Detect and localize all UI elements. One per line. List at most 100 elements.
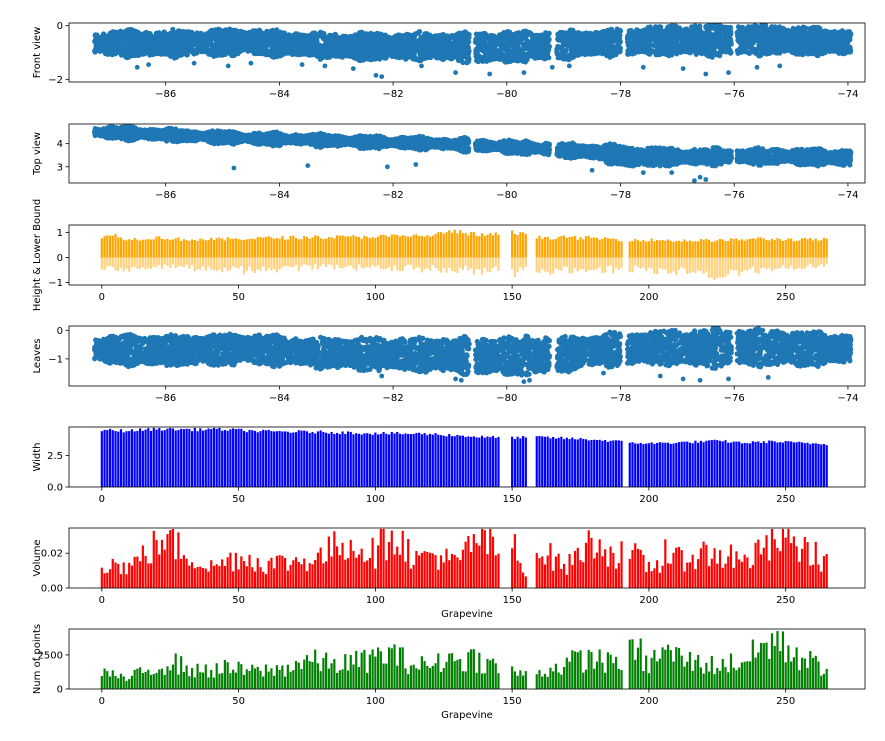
scatter-point	[587, 43, 594, 49]
scatter-point	[403, 48, 409, 54]
scatter-point	[526, 53, 532, 59]
scatter-point	[222, 51, 228, 57]
scatter-point	[590, 46, 597, 52]
scatter-point	[330, 42, 336, 49]
scatter-point	[223, 46, 229, 52]
scatter-point	[736, 47, 742, 54]
scatter-point	[671, 27, 678, 34]
scatter-point	[588, 32, 595, 39]
scatter-point	[711, 38, 717, 44]
scatter-point	[505, 44, 511, 51]
scatter-point	[416, 58, 422, 64]
scatter-point	[760, 27, 766, 33]
scatter-point	[542, 43, 549, 49]
scatter-point	[359, 29, 365, 35]
scatter-point	[514, 37, 520, 43]
scatter-point	[520, 36, 526, 42]
scatter-point	[615, 42, 622, 48]
scatter-point	[433, 43, 439, 49]
scatter-point	[769, 24, 775, 30]
scatter-point	[786, 29, 793, 35]
scatter-point	[801, 35, 807, 41]
scatter-point	[681, 42, 687, 48]
scatter-point	[745, 24, 751, 30]
scatter-point	[674, 44, 681, 50]
scatter-point	[779, 38, 785, 44]
scatter-point	[609, 53, 615, 59]
scatter-point	[177, 42, 183, 49]
scatter-point	[701, 34, 707, 40]
scatter-point	[462, 29, 468, 35]
scatter-point	[510, 41, 516, 48]
scatter-point	[309, 52, 315, 58]
scatter-point	[200, 43, 206, 49]
scatter-point	[232, 27, 239, 33]
scatter-point	[684, 29, 690, 36]
scatter-point	[714, 28, 720, 34]
scatter-point	[646, 50, 652, 56]
scatter-point	[245, 48, 251, 54]
scatter-point	[425, 34, 431, 40]
scatter-point	[494, 55, 500, 61]
scatter-point	[831, 28, 838, 35]
scatter-point	[307, 47, 314, 53]
scatter-point	[837, 47, 843, 54]
scatter-point	[555, 43, 561, 50]
scatter-point	[359, 38, 366, 45]
scatter-point	[397, 38, 403, 44]
scatter-point	[303, 51, 309, 57]
scatter-point	[424, 46, 430, 52]
scatter-point	[272, 29, 278, 35]
scatter-point	[726, 35, 733, 41]
scatter-point	[317, 56, 323, 62]
scatter-point	[498, 45, 505, 51]
scatter-point	[149, 43, 155, 50]
scatter-point	[374, 40, 380, 47]
scatter-point	[376, 44, 383, 50]
scatter-point	[321, 52, 327, 58]
scatter-point	[207, 29, 213, 35]
scatter-point	[367, 56, 373, 63]
scatter-point	[317, 42, 323, 49]
scatter-point	[526, 39, 532, 45]
scatter-point	[756, 24, 762, 30]
scatter-point	[653, 24, 659, 30]
scatter-point	[819, 38, 826, 44]
scatter-point	[297, 44, 303, 50]
scatter-point	[92, 47, 98, 53]
scatter-point	[233, 45, 239, 51]
scatter-point	[741, 49, 747, 55]
scatter-point	[627, 28, 633, 34]
scatter-point	[210, 35, 217, 41]
scatter-point	[371, 51, 377, 57]
scatter-point	[464, 60, 470, 66]
scatter-point	[231, 41, 237, 47]
scatter-point	[497, 38, 503, 44]
scatter-point	[670, 47, 676, 53]
scatter-point	[440, 56, 446, 63]
scatter-point	[666, 53, 672, 59]
scatter-point	[513, 57, 519, 63]
scatter-point	[659, 41, 665, 47]
scatter-point	[774, 48, 781, 54]
scatter-point	[259, 44, 265, 51]
scatter-point	[828, 42, 834, 49]
scatter-point	[441, 39, 447, 45]
scatter-point	[217, 51, 224, 57]
scatter-point	[206, 51, 212, 57]
scatter-point	[440, 44, 446, 50]
scatter-point	[443, 48, 449, 55]
scatter-point	[310, 31, 316, 37]
scatter-point	[644, 33, 650, 39]
scatter-point	[665, 43, 671, 49]
scatter-point	[424, 55, 430, 61]
scatter-point	[779, 33, 785, 40]
scatter-point	[847, 31, 854, 38]
plot-area	[92, 23, 854, 79]
scatter-point	[305, 42, 311, 49]
scatter-point	[252, 37, 258, 44]
scatter-point	[617, 28, 624, 34]
scatter-point	[777, 44, 783, 50]
scatter-point	[102, 50, 108, 57]
scatter-point	[160, 35, 166, 41]
